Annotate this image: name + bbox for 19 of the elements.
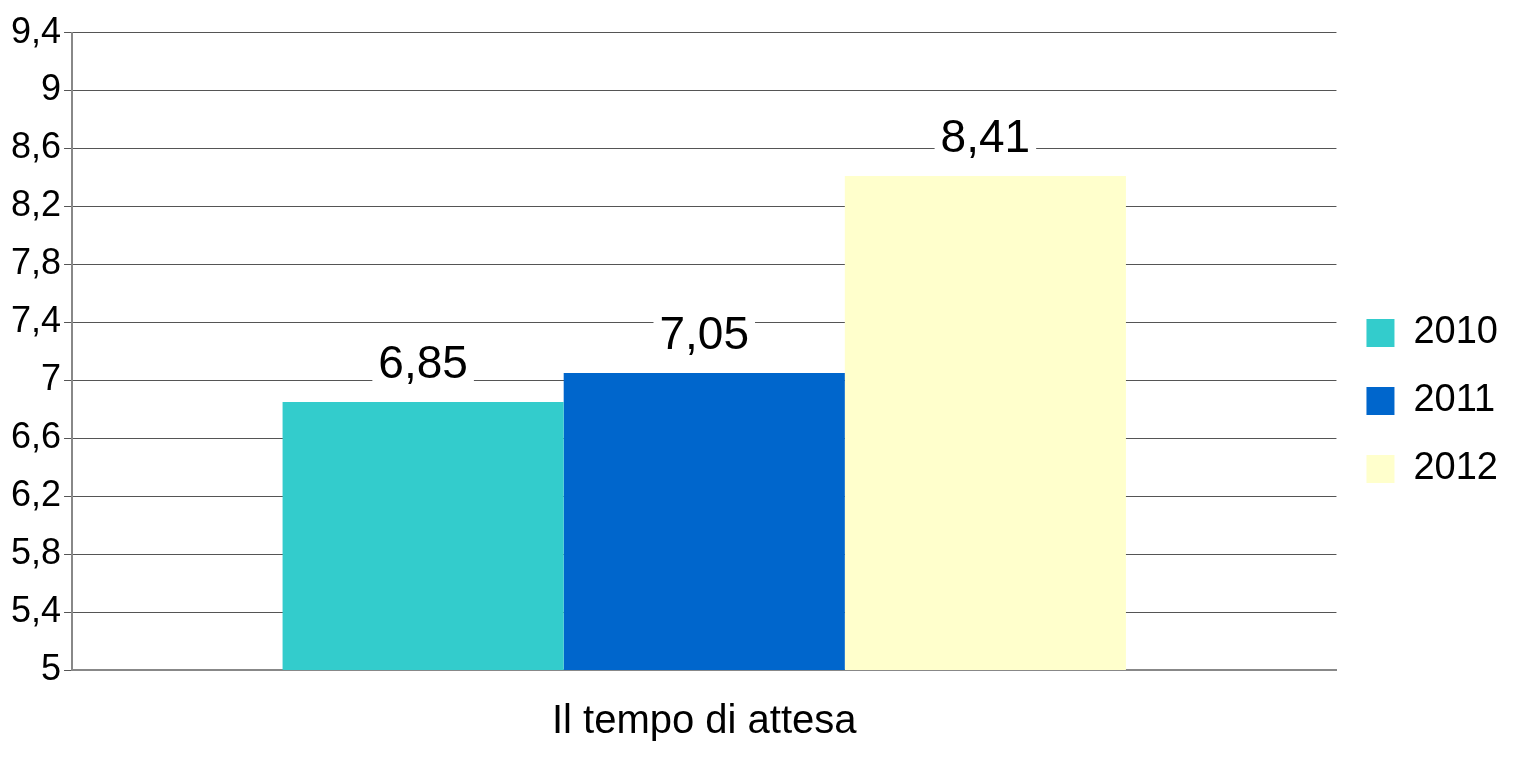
y-tick-label: 6,2 — [11, 473, 62, 515]
y-tick-label: 7,4 — [11, 299, 62, 341]
legend-label: 2012 — [1413, 445, 1499, 488]
data-label: 7,05 — [659, 306, 750, 359]
y-tick-label: 5,4 — [11, 588, 62, 630]
y-tick-label: 9 — [41, 67, 62, 109]
y-tick-label: 8,6 — [11, 125, 62, 167]
y-tick-label: 9,4 — [11, 9, 62, 51]
y-tick-label: 5,8 — [11, 531, 62, 573]
y-tick-label: 7 — [41, 357, 62, 399]
y-tick-label: 7,8 — [11, 241, 62, 283]
y-tick-label: 8,2 — [11, 183, 62, 225]
legend-label: 2011 — [1413, 377, 1496, 420]
data-label: 6,85 — [378, 335, 468, 388]
y-tick-label: 6,6 — [11, 415, 62, 457]
legend-label: 2010 — [1413, 309, 1499, 352]
y-tick-label: 5 — [41, 646, 62, 688]
data-label: 8,41 — [940, 109, 1031, 162]
x-tick-label: Il tempo di attesa — [551, 697, 858, 742]
